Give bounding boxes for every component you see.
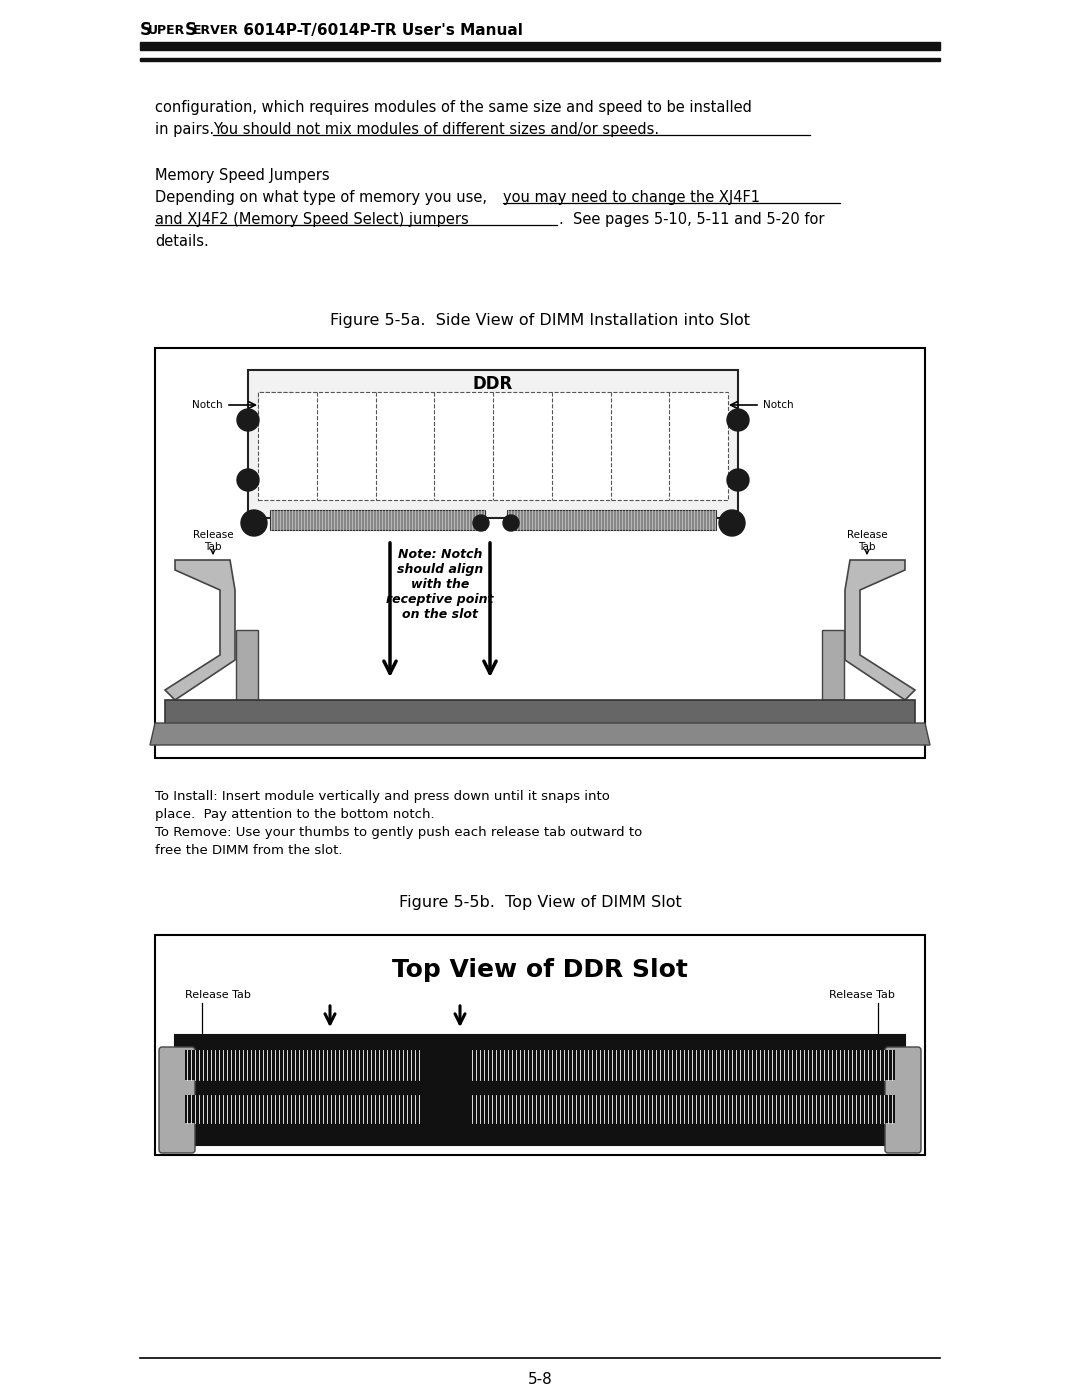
Polygon shape — [165, 560, 235, 700]
Text: Release Tab: Release Tab — [829, 990, 895, 1000]
Polygon shape — [165, 700, 915, 725]
Circle shape — [237, 469, 259, 490]
Bar — [470, 1051, 895, 1080]
FancyBboxPatch shape — [885, 1046, 921, 1153]
Text: 5-8: 5-8 — [528, 1372, 552, 1387]
Text: To Install: Insert module vertically and press down until it snaps into: To Install: Insert module vertically and… — [156, 789, 610, 803]
Bar — [258, 393, 293, 427]
Circle shape — [727, 409, 750, 432]
Circle shape — [473, 515, 489, 531]
Bar — [237, 630, 258, 705]
Text: 6014P-T/6014P-TR User's Manual: 6014P-T/6014P-TR User's Manual — [238, 22, 523, 38]
Circle shape — [727, 469, 750, 490]
Circle shape — [719, 510, 745, 536]
Bar — [140, 59, 940, 61]
Text: in pairs.: in pairs. — [156, 122, 224, 137]
Bar — [185, 1051, 420, 1080]
Bar — [140, 42, 940, 50]
Text: UPER: UPER — [148, 24, 186, 36]
Text: Notch: Notch — [192, 400, 222, 409]
Text: Release: Release — [847, 529, 888, 541]
Text: Tab: Tab — [204, 542, 221, 552]
Text: Release Tab: Release Tab — [185, 990, 251, 1000]
Text: Depending on what type of memory you use,: Depending on what type of memory you use… — [156, 190, 491, 205]
Text: Tab: Tab — [859, 542, 876, 552]
Bar — [248, 370, 738, 518]
Text: Memory Speed Jumpers: Memory Speed Jumpers — [156, 168, 329, 183]
Bar — [270, 510, 485, 529]
Bar — [507, 510, 716, 529]
Text: you may need to change the XJ4F1: you may need to change the XJ4F1 — [503, 190, 760, 205]
Text: Figure 5-5b.  Top View of DIMM Slot: Figure 5-5b. Top View of DIMM Slot — [399, 895, 681, 909]
Text: details.: details. — [156, 235, 208, 249]
Bar — [156, 348, 924, 759]
Text: Note: Notch
should align
with the
receptive point
on the slot: Note: Notch should align with the recept… — [387, 548, 494, 622]
Text: configuration, which requires modules of the same size and speed to be installed: configuration, which requires modules of… — [156, 101, 752, 115]
Bar — [156, 935, 924, 1155]
Text: place.  Pay attention to the bottom notch.: place. Pay attention to the bottom notch… — [156, 807, 434, 821]
Polygon shape — [845, 560, 915, 700]
Bar — [470, 1095, 895, 1123]
FancyBboxPatch shape — [159, 1046, 195, 1153]
Text: S: S — [185, 21, 197, 39]
Bar — [185, 1095, 420, 1123]
Text: DDR: DDR — [473, 374, 513, 393]
Circle shape — [237, 409, 259, 432]
Text: Notch: Notch — [762, 400, 794, 409]
Text: Top View of DDR Slot: Top View of DDR Slot — [392, 958, 688, 982]
Bar — [258, 393, 728, 500]
Circle shape — [241, 510, 267, 536]
Circle shape — [503, 515, 519, 531]
Bar — [822, 630, 843, 705]
Text: Figure 5-5a.  Side View of DIMM Installation into Slot: Figure 5-5a. Side View of DIMM Installat… — [330, 313, 750, 328]
Text: Release: Release — [192, 529, 233, 541]
Text: .  See pages 5-10, 5-11 and 5-20 for: . See pages 5-10, 5-11 and 5-20 for — [559, 212, 824, 226]
Text: You should not mix modules of different sizes and/or speeds.: You should not mix modules of different … — [213, 122, 659, 137]
Text: and XJ4F2 (Memory Speed Select) jumpers: and XJ4F2 (Memory Speed Select) jumpers — [156, 212, 469, 226]
Text: free the DIMM from the slot.: free the DIMM from the slot. — [156, 844, 342, 856]
Text: S: S — [140, 21, 152, 39]
Bar — [175, 1035, 905, 1146]
Text: To Remove: Use your thumbs to gently push each release tab outward to: To Remove: Use your thumbs to gently pus… — [156, 826, 643, 840]
Text: ERVER: ERVER — [193, 24, 239, 36]
Polygon shape — [150, 724, 930, 745]
